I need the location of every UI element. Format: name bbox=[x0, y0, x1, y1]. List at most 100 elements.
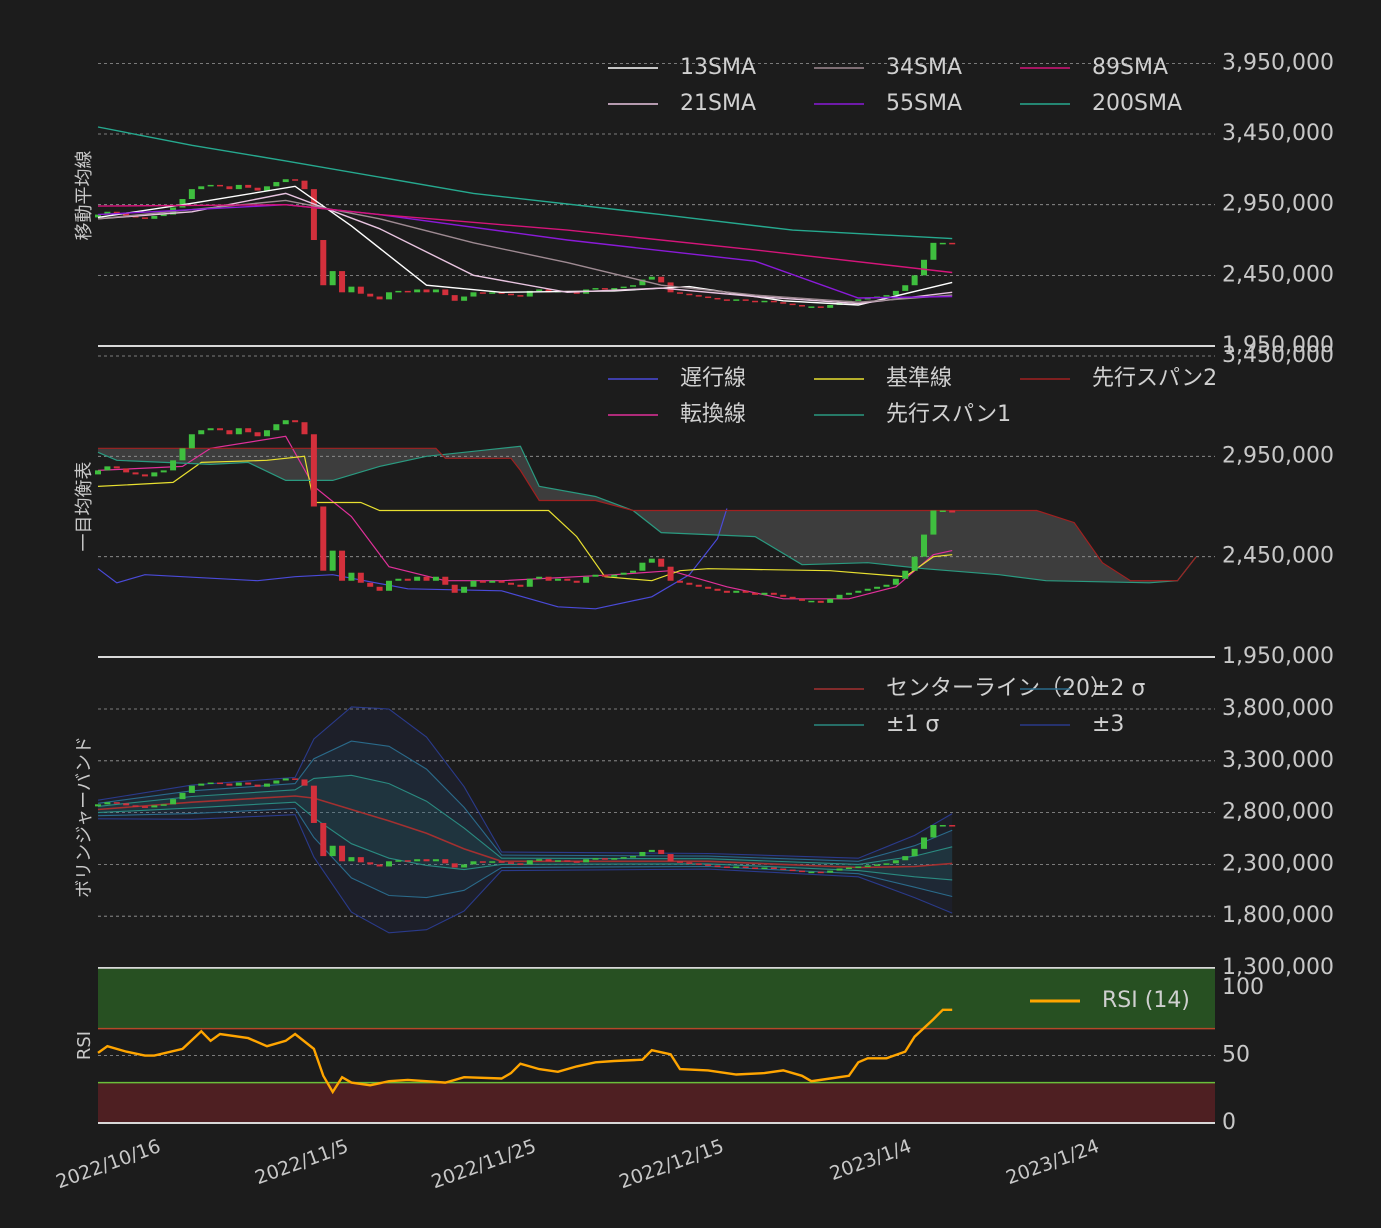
candle-body bbox=[667, 854, 674, 862]
candle-body bbox=[432, 289, 439, 293]
candle-body bbox=[761, 300, 768, 303]
candle-body bbox=[226, 430, 233, 435]
candle-body bbox=[564, 860, 571, 862]
y-tick-label: 3,300,000 bbox=[1222, 748, 1334, 773]
candle-body bbox=[395, 578, 402, 581]
candle-body bbox=[592, 288, 599, 290]
candle-body bbox=[395, 860, 402, 862]
candle-body bbox=[761, 867, 768, 870]
candle-body bbox=[930, 510, 937, 535]
candle-body bbox=[855, 590, 862, 593]
candle-body bbox=[479, 292, 486, 294]
band-lower bbox=[97, 807, 953, 899]
candle-body bbox=[414, 859, 421, 862]
candle-body bbox=[930, 825, 937, 838]
candle-body bbox=[141, 474, 148, 477]
overbought-zone bbox=[98, 968, 1215, 1029]
candle-body bbox=[705, 586, 712, 589]
candle-body bbox=[498, 861, 505, 863]
candle-body bbox=[179, 199, 186, 208]
candle-body bbox=[188, 189, 195, 200]
candle-body bbox=[376, 296, 383, 300]
sma-line bbox=[97, 199, 953, 303]
candle-body bbox=[263, 430, 270, 437]
candle-body bbox=[883, 863, 890, 865]
candle-body bbox=[545, 576, 552, 581]
candle-body bbox=[601, 288, 608, 290]
candle-body bbox=[367, 293, 374, 297]
candle-body bbox=[282, 420, 289, 425]
candle-body bbox=[329, 845, 336, 857]
candle-body bbox=[695, 295, 702, 297]
candle-body bbox=[320, 240, 327, 286]
candle-body bbox=[648, 849, 655, 852]
candle-body bbox=[461, 586, 468, 593]
candle-body bbox=[170, 799, 177, 805]
candle-body bbox=[357, 857, 364, 863]
legend-label: 89SMA bbox=[1092, 55, 1168, 80]
candle-body bbox=[517, 584, 524, 587]
candle-body bbox=[554, 578, 561, 581]
rsi-line bbox=[97, 1008, 953, 1095]
candle-body bbox=[188, 785, 195, 793]
candle-body bbox=[498, 580, 505, 583]
candle-body bbox=[864, 297, 871, 300]
candle-body bbox=[451, 863, 458, 868]
candle-body bbox=[451, 584, 458, 593]
candle-body bbox=[752, 592, 759, 595]
candle-body bbox=[508, 293, 515, 296]
candle-body bbox=[883, 295, 890, 297]
candle-body bbox=[329, 271, 336, 286]
candle-body bbox=[949, 510, 956, 513]
candle-body bbox=[798, 305, 805, 307]
candle-body bbox=[160, 214, 167, 217]
candle-body bbox=[301, 779, 308, 786]
sma-line bbox=[97, 192, 953, 305]
candle-body bbox=[630, 856, 637, 858]
candle-body bbox=[902, 856, 909, 861]
candle-body bbox=[536, 289, 543, 291]
candle-body bbox=[292, 420, 299, 423]
candle-body bbox=[376, 586, 383, 591]
candle-body bbox=[648, 558, 655, 563]
candle-body bbox=[104, 802, 111, 805]
candle-body bbox=[686, 582, 693, 585]
candle-body bbox=[892, 578, 899, 585]
candle-body bbox=[583, 859, 590, 863]
y-tick-label: 2,950,000 bbox=[1222, 443, 1334, 468]
candle-body bbox=[780, 868, 787, 871]
candle-body bbox=[742, 590, 749, 593]
candle-body bbox=[235, 184, 242, 190]
candle-body bbox=[808, 871, 815, 874]
candle-body bbox=[217, 184, 224, 187]
candle-body bbox=[911, 848, 918, 857]
candle-body bbox=[658, 849, 665, 855]
legend-label: センターライン（20） bbox=[886, 676, 1112, 701]
candle-body bbox=[752, 300, 759, 303]
candle-body bbox=[423, 859, 430, 862]
sma-line bbox=[97, 185, 953, 306]
candle-body bbox=[639, 562, 646, 571]
candle-body bbox=[517, 863, 524, 865]
candle-body bbox=[892, 290, 899, 296]
candle-body bbox=[461, 864, 468, 868]
candle-body bbox=[855, 299, 862, 301]
candle-body bbox=[921, 259, 928, 276]
legend-label: ±1 σ bbox=[886, 712, 939, 737]
candle-body bbox=[141, 217, 148, 219]
candle-body bbox=[949, 825, 956, 827]
band-fill bbox=[98, 706, 953, 933]
candle-body bbox=[723, 590, 730, 593]
y-tick-label: 2,300,000 bbox=[1222, 851, 1334, 876]
candle-body bbox=[827, 870, 834, 873]
candle-body bbox=[310, 434, 317, 507]
candle-body bbox=[470, 861, 477, 865]
candle-body bbox=[798, 870, 805, 873]
candle-body bbox=[207, 184, 214, 187]
candle-body bbox=[245, 428, 252, 433]
candle-body bbox=[461, 296, 468, 301]
candle-body bbox=[611, 858, 618, 860]
candle-body bbox=[385, 580, 392, 591]
candle-body bbox=[357, 286, 364, 294]
